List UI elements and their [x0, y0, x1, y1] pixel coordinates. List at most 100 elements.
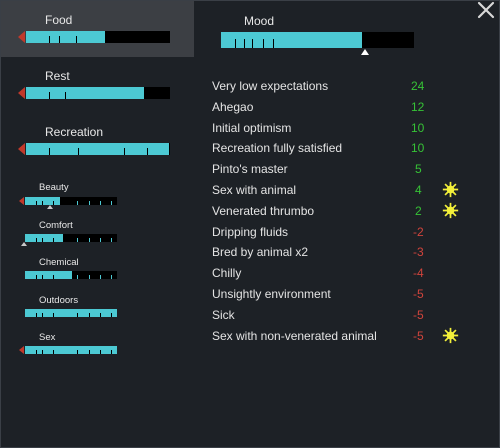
mood-threshold-marker: [361, 49, 369, 55]
thought-label: Recreation fully satisfied: [212, 141, 343, 156]
thought-label: Pinto's master: [212, 162, 288, 177]
bar-tick: [273, 39, 275, 48]
need-threshold-marker: [21, 242, 27, 246]
thought-mood-value: -3: [413, 245, 424, 260]
bar-tick: [76, 36, 78, 43]
thought-row[interactable]: Ahegao 12: [212, 97, 462, 117]
mood-label: Mood: [244, 14, 275, 28]
thought-mood-value: 12: [411, 99, 425, 114]
bar-tick: [100, 313, 102, 317]
need-bar-fill: [26, 87, 145, 99]
bar-tick: [100, 350, 102, 354]
need-label-beauty: Beauty: [39, 182, 69, 193]
thought-row[interactable]: Dripping fluids -2: [212, 222, 462, 242]
bar-tick: [36, 238, 38, 242]
need-bar-fill: [26, 143, 169, 155]
bar-tick: [100, 201, 102, 205]
thought-row[interactable]: Recreation fully satisfied 10: [212, 138, 462, 158]
bar-tick: [36, 201, 38, 205]
bar-tick: [146, 148, 148, 155]
bar-tick: [52, 201, 54, 205]
thought-row[interactable]: Pinto's master 5: [212, 159, 462, 179]
need-bar-fill: [25, 234, 63, 242]
need-bar-fill: [25, 271, 72, 279]
bar-tick: [77, 148, 79, 155]
thought-mood-value: 24: [411, 79, 425, 93]
thought-row[interactable]: Sex with non-venerated animal -5: [212, 326, 462, 346]
need-bar-outdoors[interactable]: [25, 309, 117, 317]
need-arrow-sex: [19, 346, 24, 354]
thought-mood-value: -5: [413, 328, 424, 343]
bar-tick: [59, 36, 61, 43]
food-need-highlight: [1, 1, 194, 57]
need-bar-fill: [25, 309, 117, 317]
thought-row[interactable]: Bred by animal x2 -3: [212, 242, 462, 262]
bar-tick: [36, 350, 38, 354]
need-bar-comfort[interactable]: [25, 234, 117, 242]
mood-bar[interactable]: [221, 32, 414, 48]
thought-label: Sex with non-venerated animal: [212, 328, 377, 343]
bar-tick: [36, 275, 38, 279]
thought-row[interactable]: Chilly -4: [212, 263, 462, 283]
thought-row[interactable]: Initial optimism 10: [212, 118, 462, 138]
thought-label: Chilly: [212, 266, 242, 281]
need-label-sex: Sex: [39, 332, 56, 343]
bar-tick: [52, 275, 54, 279]
bar-tick: [41, 238, 43, 242]
bar-tick: [49, 92, 51, 99]
bar-tick: [76, 238, 78, 242]
ideology-sun-icon: [442, 327, 459, 343]
thought-row[interactable]: Unsightly environment -5: [212, 284, 462, 304]
need-label-outdoors: Outdoors: [39, 295, 79, 306]
thought-label: Sick: [212, 307, 235, 322]
thought-mood-value: -4: [413, 266, 424, 281]
thought-row[interactable]: Sick -5: [212, 305, 462, 325]
thought-label: Venerated thrumbo: [212, 203, 315, 218]
need-arrow-food: [18, 31, 25, 43]
bar-tick: [89, 350, 91, 354]
need-threshold-marker: [47, 205, 53, 209]
thought-mood-value: 2: [415, 203, 422, 218]
need-label-recreation: Recreation: [45, 125, 104, 139]
bar-tick: [111, 275, 113, 279]
bar-tick: [76, 350, 78, 354]
need-bar-rest[interactable]: [26, 87, 170, 99]
bar-tick: [41, 350, 43, 354]
thought-mood-value: -5: [413, 307, 424, 322]
bar-tick: [49, 36, 51, 43]
need-bar-fill: [26, 31, 106, 43]
bar-tick: [36, 313, 38, 317]
bar-tick: [41, 275, 43, 279]
thought-row[interactable]: Very low expectations 24: [212, 76, 462, 96]
need-bar-food[interactable]: [26, 31, 170, 43]
bar-tick: [49, 148, 51, 155]
bar-tick: [89, 275, 91, 279]
need-bar-recreation[interactable]: [26, 143, 170, 155]
thought-row[interactable]: Sex with animal 4: [212, 180, 462, 200]
thought-mood-value: 10: [411, 141, 425, 156]
thought-label: Bred by animal x2: [212, 245, 309, 260]
need-label-rest: Rest: [45, 69, 70, 83]
need-arrow-recreation: [18, 143, 25, 155]
thought-label: Ahegao: [212, 99, 254, 114]
bar-tick: [111, 313, 113, 317]
bar-tick: [52, 350, 54, 354]
need-bar-sex[interactable]: [25, 346, 117, 354]
bar-tick: [52, 238, 54, 242]
thought-mood-value: -5: [413, 287, 424, 301]
bar-tick: [41, 313, 43, 317]
need-label-food: Food: [45, 13, 73, 27]
ideology-sun-icon: [442, 202, 459, 218]
bar-tick: [100, 238, 102, 242]
need-bar-chemical[interactable]: [25, 271, 117, 279]
need-bar-fill: [25, 346, 117, 354]
bar-tick: [41, 201, 43, 205]
bar-tick: [100, 275, 102, 279]
close-icon[interactable]: [477, 1, 495, 19]
bar-tick: [111, 350, 113, 354]
need-bar-beauty[interactable]: [25, 197, 117, 205]
thought-label: Very low expectations: [212, 79, 329, 93]
bar-tick: [234, 39, 236, 48]
thought-row[interactable]: Venerated thrumbo 2: [212, 201, 462, 221]
